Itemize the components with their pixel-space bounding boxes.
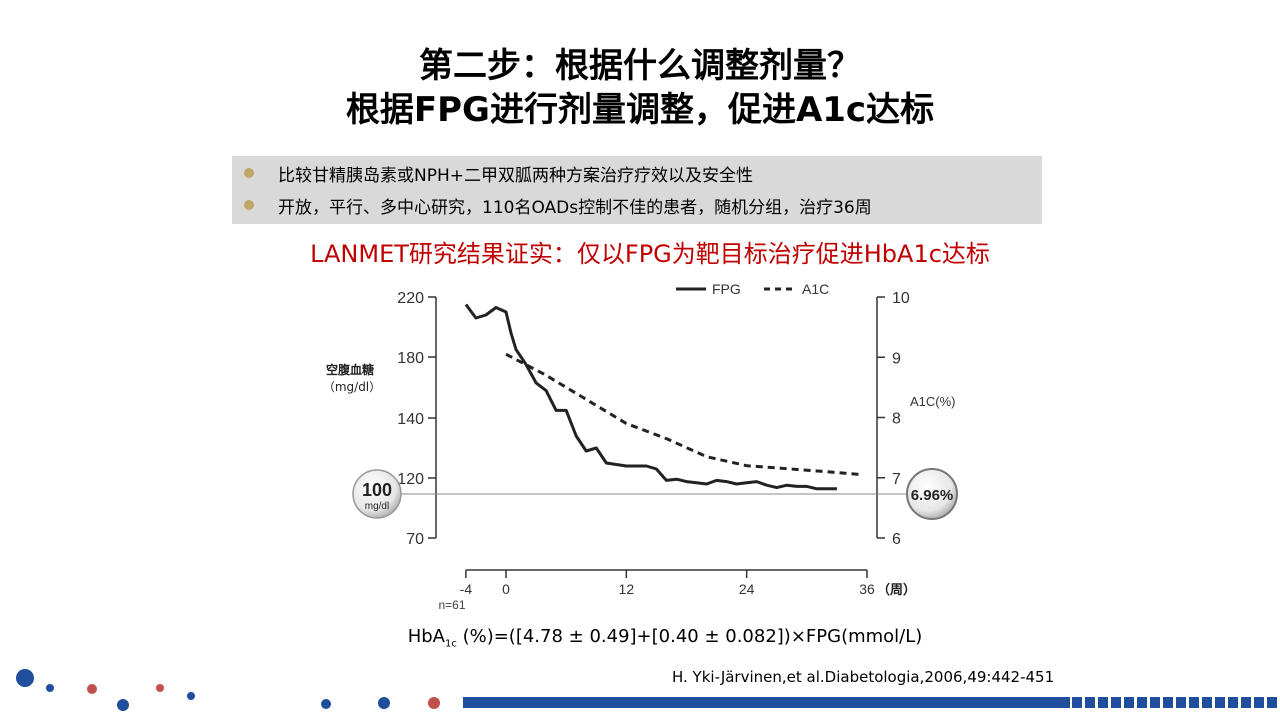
x-axis-label: （周）	[877, 582, 916, 598]
footer-bar-segment	[1124, 697, 1134, 708]
left-axis-label: 空腹血糖	[326, 362, 374, 377]
hba1c-formula: HbA1c (%)=([4.78 ± 0.49]+[0.40 ± 0.082])…	[0, 626, 1280, 650]
footer-bar-segment	[1072, 697, 1082, 708]
footer-bar-segment	[1241, 697, 1251, 708]
footer-bar-segment	[1176, 697, 1186, 708]
left-axis-tick-label: 70	[406, 531, 424, 548]
legend-a1c-label: A1C	[802, 281, 829, 297]
footer-bar-segment	[1111, 697, 1121, 708]
series-line-a1c	[505, 352, 863, 477]
footer-bar-segment	[1267, 697, 1277, 708]
footer-decor-dot	[378, 697, 390, 709]
bullet-text: 比较甘精胰岛素或NPH+二甲双胍两种方案治疗疗效以及安全性	[278, 165, 753, 186]
bullet-dot-icon	[244, 168, 254, 178]
bullet-item: 比较甘精胰岛素或NPH+二甲双胍两种方案治疗疗效以及安全性	[232, 158, 753, 188]
footer-decor-dot	[428, 697, 440, 709]
right-axis-tick-label: 9	[892, 350, 901, 367]
footer-decor-dot	[16, 669, 34, 687]
footer-decor-dot	[117, 699, 129, 711]
footer-bar-segment	[1215, 697, 1225, 708]
left-axis-tick-label: 180	[397, 350, 424, 367]
footer-bar-segment	[1189, 697, 1199, 708]
x-axis-tick-label: -4	[460, 581, 473, 597]
formula-subscript: 1c	[444, 638, 457, 650]
formula-rest: (%)=([4.78 ± 0.49]+[0.40 ± 0.082])×FPG(m…	[456, 626, 923, 647]
target-badge-fpg	[352, 469, 402, 519]
page-title: 第二步：根据什么调整剂量？	[419, 46, 861, 86]
right-axis-tick-label: 6	[892, 531, 901, 548]
right-axis-tick-label: 10	[892, 290, 910, 307]
target-badge-a1c-value: 6.96%	[911, 487, 954, 504]
formula-prefix: HbA	[407, 626, 445, 647]
footer-bar-segment	[1163, 697, 1173, 708]
target-badge-fpg-value: 100	[362, 480, 392, 500]
series-line-fpg	[464, 303, 837, 491]
citation: H. Yki-Järvinen,et al.Diabetologia,2006,…	[672, 668, 1055, 686]
right-axis-tick-label: 7	[892, 471, 901, 488]
x-axis-tick-label: 24	[739, 581, 755, 597]
bullet-item: 开放，平行、多中心研究，110名OADs控制不佳的患者，随机分组，治疗36周	[232, 190, 872, 220]
left-axis-tick-label: 120	[397, 471, 424, 488]
footer-decor-dot	[321, 699, 331, 709]
legend-fpg-label: FPG	[712, 281, 741, 297]
target-badge-a1c	[906, 468, 958, 520]
footer-bar-segment	[1085, 697, 1095, 708]
footer-decor-dot	[156, 684, 164, 692]
sample-size-note: n=61	[438, 598, 465, 612]
left-axis-tick-label: 220	[397, 290, 424, 307]
target-badge-fpg-unit: mg/dl	[365, 501, 389, 512]
footer-bar-segment	[1254, 697, 1264, 708]
footer-bar-segment	[1202, 697, 1212, 708]
x-axis-tick-label: 0	[502, 581, 510, 597]
footer-bar-segment	[1150, 697, 1160, 708]
left-axis-tick-label: 140	[397, 411, 424, 428]
right-axis-label: A1C(%)	[910, 394, 956, 409]
page-subtitle-title: 根据FPG进行剂量调整，促进A1c达标	[345, 90, 935, 130]
footer-bar-segment	[1137, 697, 1147, 708]
bullet-dot-icon	[244, 200, 254, 210]
study-result-subtitle: LANMET研究结果证实：仅以FPG为靶目标治疗促进HbA1c达标	[310, 240, 990, 268]
footer-bar-segment	[1228, 697, 1238, 708]
x-axis-tick-label: 12	[619, 581, 635, 597]
footer-decor-dot	[187, 692, 195, 700]
footer-decor-dot	[46, 684, 54, 692]
x-axis-tick-label: 36	[859, 581, 875, 597]
right-axis-tick-label: 8	[892, 411, 901, 428]
bullet-box: 比较甘精胰岛素或NPH+二甲双胍两种方案治疗疗效以及安全性 开放，平行、多中心研…	[232, 156, 1042, 224]
footer-decor-dot	[87, 684, 97, 694]
bullet-text: 开放，平行、多中心研究，110名OADs控制不佳的患者，随机分组，治疗36周	[278, 197, 872, 218]
footer-bar	[463, 697, 1070, 708]
left-axis-unit: （mg/dl）	[323, 380, 381, 394]
footer-bar-segment	[1098, 697, 1108, 708]
